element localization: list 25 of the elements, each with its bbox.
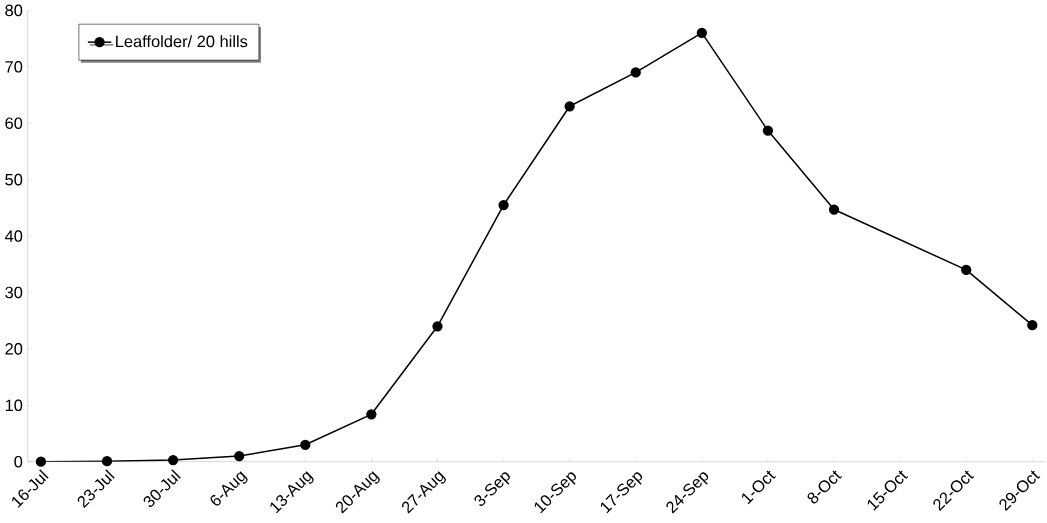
point [498, 199, 509, 211]
point [762, 125, 774, 136]
point [101, 455, 113, 467]
y-tick-label: 60 [5, 117, 23, 130]
y-tick-label: 0 [14, 455, 23, 468]
point [234, 450, 245, 462]
point [300, 439, 311, 450]
point [630, 67, 641, 78]
y-tick-label: 10 [5, 399, 23, 412]
y-tick-label: 30 [5, 286, 23, 299]
point [35, 456, 47, 467]
y-tick-label: 40 [4, 230, 23, 242]
point [961, 264, 972, 276]
point [564, 101, 575, 112]
y-tick-label: 20 [5, 343, 23, 355]
y-tick-label: 70 [5, 60, 23, 73]
y-tick-label: 80 [5, 4, 23, 17]
point [167, 454, 179, 466]
point [366, 409, 377, 420]
point [1027, 320, 1038, 331]
point [432, 321, 443, 332]
legend-label: Leaffolder/ 20 hills [116, 35, 248, 48]
y-tick-label: 50 [5, 173, 23, 186]
point [828, 204, 840, 215]
point [696, 27, 707, 39]
